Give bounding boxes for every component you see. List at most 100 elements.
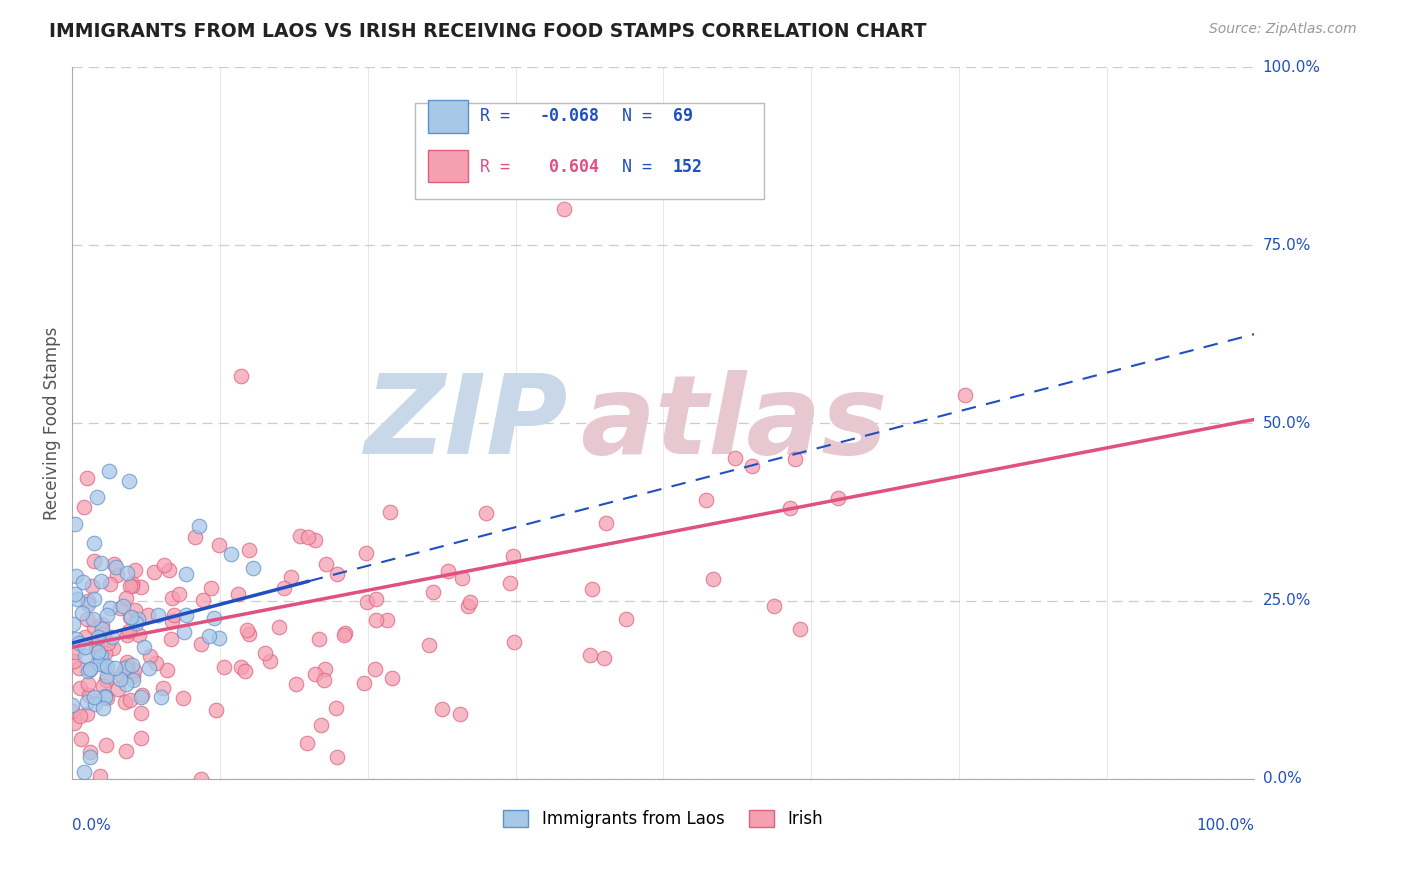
Point bbox=[115, 659, 138, 673]
Point bbox=[86, 638, 108, 652]
Point bbox=[77, 688, 100, 702]
Point bbox=[191, 593, 214, 607]
Y-axis label: Receiving Food Stamps: Receiving Food Stamps bbox=[44, 326, 60, 520]
Point bbox=[132, 640, 155, 655]
Point bbox=[93, 657, 115, 672]
Point bbox=[297, 530, 319, 544]
Point bbox=[315, 558, 337, 572]
Point bbox=[233, 665, 256, 679]
Point bbox=[107, 682, 129, 697]
Point bbox=[450, 570, 472, 584]
Point bbox=[118, 692, 141, 706]
Point bbox=[87, 657, 110, 672]
Point bbox=[108, 672, 131, 686]
Point bbox=[94, 690, 117, 704]
Point bbox=[77, 677, 100, 691]
Point bbox=[128, 628, 150, 642]
Point bbox=[581, 582, 603, 596]
Point bbox=[449, 706, 471, 721]
Point bbox=[73, 649, 96, 664]
Point bbox=[114, 661, 136, 675]
Point bbox=[66, 592, 89, 607]
Point bbox=[94, 738, 117, 752]
Text: 50.0%: 50.0% bbox=[1263, 416, 1310, 431]
Point bbox=[131, 690, 153, 705]
Point bbox=[86, 490, 108, 504]
Point bbox=[418, 638, 440, 652]
Text: N =: N = bbox=[621, 107, 662, 125]
Point bbox=[595, 516, 617, 530]
Point bbox=[269, 620, 291, 634]
Point bbox=[83, 690, 105, 704]
Point bbox=[79, 745, 101, 759]
Point bbox=[724, 450, 747, 465]
Point bbox=[288, 529, 311, 543]
Point bbox=[114, 696, 136, 710]
Point bbox=[79, 662, 101, 676]
Point bbox=[356, 595, 378, 609]
Point bbox=[115, 566, 138, 581]
Text: 25.0%: 25.0% bbox=[1263, 593, 1310, 608]
Point bbox=[231, 660, 253, 674]
Point bbox=[499, 576, 522, 591]
Point bbox=[308, 632, 330, 647]
Point bbox=[105, 568, 128, 582]
Point bbox=[65, 569, 87, 583]
Point bbox=[598, 134, 620, 148]
Point bbox=[789, 622, 811, 636]
Point bbox=[702, 572, 724, 586]
Point bbox=[97, 635, 120, 649]
Point bbox=[174, 567, 197, 582]
Point bbox=[579, 648, 602, 662]
Point bbox=[77, 594, 100, 608]
Point bbox=[156, 663, 179, 677]
Point bbox=[97, 464, 120, 478]
Point bbox=[150, 690, 173, 704]
Point bbox=[143, 565, 166, 579]
Point bbox=[212, 660, 235, 674]
Point bbox=[121, 669, 143, 683]
Point bbox=[129, 580, 152, 594]
Point bbox=[502, 549, 524, 564]
Point bbox=[89, 651, 111, 665]
Text: 100.0%: 100.0% bbox=[1197, 818, 1254, 833]
Point bbox=[695, 492, 717, 507]
Point bbox=[163, 607, 186, 622]
Point bbox=[83, 536, 105, 550]
Text: 0.0%: 0.0% bbox=[1263, 772, 1302, 787]
Point bbox=[90, 617, 112, 632]
Point bbox=[96, 658, 118, 673]
Point bbox=[118, 624, 141, 638]
Point bbox=[354, 546, 377, 560]
Point bbox=[67, 661, 90, 675]
Point bbox=[121, 578, 143, 592]
Point bbox=[561, 169, 583, 184]
Point bbox=[72, 574, 94, 589]
Point bbox=[200, 582, 222, 596]
Point bbox=[104, 661, 127, 675]
Point bbox=[242, 561, 264, 575]
Point bbox=[353, 675, 375, 690]
Point bbox=[65, 516, 87, 531]
Point bbox=[953, 388, 976, 402]
Point bbox=[63, 715, 86, 730]
Point bbox=[63, 644, 86, 658]
Point bbox=[60, 698, 83, 712]
Point bbox=[333, 626, 356, 640]
Point bbox=[124, 603, 146, 617]
Point bbox=[124, 663, 146, 677]
Point bbox=[592, 651, 614, 665]
Point bbox=[378, 505, 401, 519]
Point bbox=[94, 673, 117, 687]
Text: 0.604: 0.604 bbox=[538, 158, 599, 176]
Point bbox=[89, 769, 111, 783]
Point bbox=[70, 731, 93, 746]
Point bbox=[363, 662, 385, 676]
Point bbox=[157, 563, 180, 577]
Point bbox=[118, 579, 141, 593]
Point bbox=[117, 474, 139, 488]
Point bbox=[69, 681, 91, 696]
Point bbox=[160, 591, 183, 605]
Point bbox=[93, 626, 115, 640]
Point bbox=[236, 623, 259, 637]
